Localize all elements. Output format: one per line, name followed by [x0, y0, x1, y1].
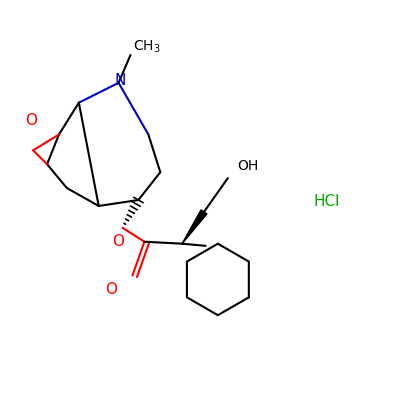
Text: O: O [105, 282, 117, 297]
Text: O: O [112, 234, 124, 249]
Text: N: N [115, 73, 126, 88]
Text: CH$_3$: CH$_3$ [132, 39, 160, 55]
Polygon shape [182, 210, 207, 244]
Text: O: O [25, 113, 37, 128]
Text: HCl: HCl [314, 194, 340, 210]
Text: OH: OH [238, 159, 259, 173]
